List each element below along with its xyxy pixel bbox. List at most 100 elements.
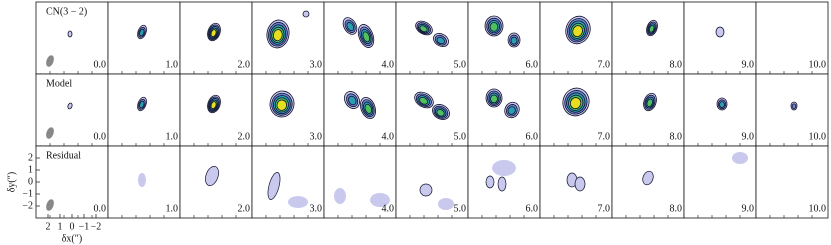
panel: 3.0 (251, 73, 325, 147)
channel-label: 8.0 (670, 59, 683, 70)
panel: 7.0 (539, 1, 613, 75)
contour (715, 26, 725, 38)
panel: 2.0 (179, 145, 253, 219)
contour (272, 29, 283, 42)
panel: 2.0 (179, 1, 253, 75)
residual (732, 152, 748, 164)
panel: 3.0 (251, 145, 325, 219)
residual (267, 172, 281, 200)
channel-label: 7.0 (598, 203, 611, 214)
panel: 2.0 (179, 73, 253, 147)
panel: 9.0 (683, 1, 757, 75)
channel-label: 6.0 (526, 203, 539, 214)
x-tick-label: −1 (79, 221, 90, 232)
contour (67, 102, 73, 110)
channel-label: 10.0 (809, 203, 827, 214)
panel: 6.0 (467, 145, 541, 219)
panel: 10.0 (755, 73, 829, 147)
row-label: CN(3 − 2) (46, 6, 87, 17)
x-tick-label: −2 (91, 221, 102, 232)
channel-label: 3.0 (310, 131, 323, 142)
channel-label: 1.0 (166, 203, 179, 214)
row-label: Residual (46, 150, 81, 161)
channel-label: 5.0 (454, 203, 467, 214)
panel: 6.0 (467, 73, 541, 147)
channel-label: 3.0 (310, 203, 323, 214)
panel-frame (755, 145, 829, 219)
panel-frame (395, 1, 469, 75)
panel-frame (323, 73, 397, 147)
channel-label: 9.0 (742, 203, 755, 214)
panel: 8.0 (611, 1, 685, 75)
contour (791, 103, 797, 110)
channel-label: 2.0 (238, 203, 251, 214)
panel: 4.0 (323, 1, 397, 75)
residual (419, 183, 433, 197)
contour (507, 106, 516, 115)
x-tick-label: 1 (58, 221, 63, 232)
contour (436, 109, 445, 117)
channel-label: 2.0 (238, 59, 251, 70)
panel: 8.0 (611, 145, 685, 219)
y-axis-label: δy(″) (6, 172, 17, 193)
panel: 5.0 (395, 73, 469, 147)
contour (436, 36, 445, 45)
y-tick-label: −1 (22, 188, 33, 199)
contour (489, 22, 499, 32)
panel-frame (107, 73, 181, 147)
panel-frame (683, 73, 757, 147)
panel: 4.0 (323, 145, 397, 219)
channel-label: 6.0 (526, 59, 539, 70)
panel: 1.0 (107, 73, 181, 147)
channel-label: 5.0 (454, 131, 467, 142)
channel-label: 1.0 (166, 131, 179, 142)
beam (46, 199, 54, 211)
contour (490, 94, 498, 104)
panel: 9.0 (683, 73, 757, 147)
channel-label: 6.0 (526, 131, 539, 142)
panel: 6.0 (467, 1, 541, 75)
panel-frame (611, 1, 685, 75)
residual (288, 196, 308, 208)
channel-label: 7.0 (598, 131, 611, 142)
row-label: Model (46, 78, 72, 89)
contour (210, 101, 217, 110)
channel-label: 5.0 (454, 59, 467, 70)
panel-frame (467, 73, 541, 147)
channel-label: 9.0 (742, 131, 755, 142)
channel-label: 7.0 (598, 59, 611, 70)
contour (569, 97, 582, 110)
residual (138, 173, 146, 187)
y-tick-label: −2 (22, 200, 33, 211)
panel: 10.0 (755, 1, 829, 75)
channel-label: 0.0 (94, 203, 107, 214)
y-tick-label: 0 (28, 176, 33, 187)
panel: 4.0 (323, 73, 397, 147)
residual (574, 176, 586, 192)
contour (648, 25, 655, 33)
panel-frame (395, 145, 469, 219)
channel-label: 8.0 (670, 131, 683, 142)
contour (348, 95, 357, 106)
panel: 10.0 (755, 145, 829, 219)
contour (364, 103, 373, 114)
panel: 1.0 (107, 145, 181, 219)
channel-label: 4.0 (382, 203, 395, 214)
residual (334, 188, 346, 204)
panel: 0.0 (35, 73, 109, 147)
panel: 5.0 (395, 145, 469, 219)
residual (370, 193, 390, 207)
residual (438, 198, 454, 210)
channel-label: 10.0 (809, 59, 827, 70)
channel-label: 1.0 (166, 59, 179, 70)
channel-label: 0.0 (94, 59, 107, 70)
contour (302, 10, 310, 18)
panel-frame (755, 73, 829, 147)
contour (276, 99, 288, 111)
beam (46, 55, 54, 67)
residual (485, 175, 495, 189)
panel-frame (179, 145, 253, 219)
panel: 8.0 (611, 73, 685, 147)
contour (572, 25, 583, 38)
